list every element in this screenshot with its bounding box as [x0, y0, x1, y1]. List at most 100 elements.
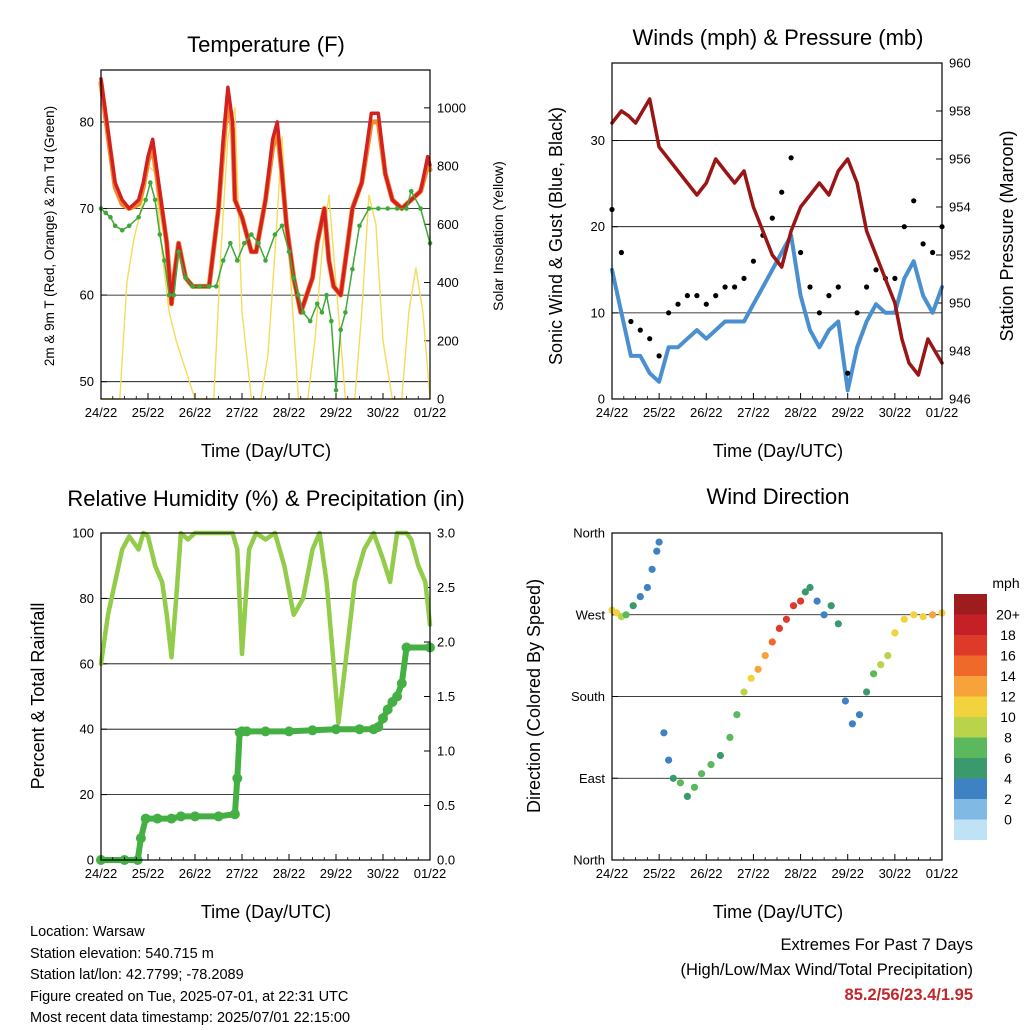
gust-point [798, 249, 804, 256]
legend-swatch [954, 717, 987, 738]
wind-direction-point [834, 620, 842, 628]
direction-ylabel: Direction (Colored By Speed) [524, 579, 544, 813]
legend-label: 4 [1004, 771, 1012, 787]
elevation-text: Station elevation: 540.715 m [30, 945, 214, 962]
rh-xtick-label: 29/22 [320, 866, 353, 881]
dir-xtick-label: 28/22 [784, 866, 817, 881]
gust-point [647, 336, 653, 342]
wind-direction-point [676, 779, 685, 787]
total-rainfall-point [190, 811, 200, 822]
legend-swatch [954, 778, 987, 799]
total-rainfall-point [373, 722, 384, 732]
gust-point [750, 258, 757, 264]
temp-2m-line [99, 76, 432, 315]
wind-direction-point [622, 611, 630, 619]
gust-point [930, 249, 936, 256]
wind-direction-point [789, 602, 798, 610]
total-rainfall-line [98, 644, 433, 863]
temp-frame [100, 69, 431, 400]
temp-xtick-label: 27/22 [226, 405, 259, 420]
legend-swatch [954, 737, 987, 758]
wind-ytick-right-label: 950 [949, 296, 971, 311]
wind-title: Winds (mph) & Pressure (mb) [633, 25, 924, 50]
rh-frame [100, 532, 431, 861]
gust-point [656, 353, 662, 359]
total-rainfall-point [232, 773, 243, 784]
rh-xtick-label: 26/22 [179, 866, 212, 881]
total-rainfall-point [354, 724, 365, 735]
wind-plot-area: 0 10 20 30 946 948 950 952 954 956 958 960 24/22 25/2… [591, 56, 971, 421]
gust-point [684, 293, 691, 299]
wind-direction-point [782, 615, 791, 623]
wind-direction-point [806, 583, 814, 592]
wind-right-ylabel: Station Pressure (Maroon) [997, 130, 1017, 341]
temperature-left-ylabel: 2m & 9m T (Red, Orange) & 2m Td (Green) [42, 106, 57, 366]
wind-ytick-label: 20 [591, 219, 605, 234]
wind-direction-point [683, 792, 692, 801]
total-rainfall-point [152, 813, 163, 824]
gust-point [854, 310, 860, 316]
wind-direction-point [761, 652, 769, 660]
speed-legend: mph 20+ 18 16 14 12 10 8 6 4 2 0 [954, 575, 1020, 840]
wind-ytick-right-label: 956 [949, 152, 971, 167]
wind-direction-point [665, 756, 673, 764]
legend-swatch [954, 819, 987, 840]
station-info: Location: Warsaw Station elevation: 540.… [30, 922, 350, 1030]
temp-xtick-label: 30/22 [367, 405, 400, 420]
gust-point [732, 284, 738, 290]
direction-xlabel: Time (Day/UTC) [713, 902, 843, 922]
legend-swatch [954, 799, 987, 820]
wind-direction-point [716, 751, 725, 760]
wind-direction-point [919, 613, 927, 621]
gust-point [713, 293, 719, 299]
gust-point [769, 215, 775, 221]
wind-direction-point [768, 638, 776, 646]
wind-direction-point [655, 538, 663, 546]
gust-point [779, 189, 785, 195]
wind-ytick-right-label: 952 [949, 248, 971, 263]
wind-direction-point [643, 583, 652, 592]
humidity-left-ylabel: Percent & Total Rainfall [28, 603, 48, 790]
gust-point [892, 275, 898, 281]
wind-xtick-label: 27/22 [737, 405, 770, 420]
temp-xtick-label: 29/22 [320, 405, 353, 420]
wind-direction-point [707, 761, 715, 769]
wind-xtick-label: 24/22 [596, 405, 629, 420]
legend-label: 20+ [996, 607, 1020, 623]
location-text: Location: Warsaw [30, 924, 145, 940]
gust-point [864, 284, 870, 290]
legend-swatch [954, 635, 987, 656]
legend-label: 10 [1000, 709, 1016, 725]
legend-label: 16 [1000, 648, 1016, 664]
temp-ytick-right-label: 200 [437, 333, 459, 348]
temp-ytick-right-label: 0 [437, 392, 444, 407]
dir-ytick-label: East [579, 771, 605, 786]
dir-xtick-label: 29/22 [831, 866, 864, 881]
gust-point [835, 284, 841, 290]
rh-xtick-label: 28/22 [273, 866, 306, 881]
dir-xtick-label: 27/22 [737, 866, 770, 881]
total-rainfall-point [392, 691, 403, 702]
legend-swatch [954, 758, 987, 779]
dir-frame [611, 532, 943, 861]
wind-direction-point [827, 602, 835, 610]
dewpoint-line [100, 181, 431, 392]
gust-point [618, 249, 625, 256]
total-rainfall-point [331, 724, 341, 735]
rh-ytick-right-label: 2.0 [437, 635, 455, 650]
extremes-box: Extremes For Past 7 Days (High/Low/Max W… [680, 933, 973, 1008]
legend-swatch [954, 696, 987, 717]
dir-xtick-label: 01/22 [926, 866, 959, 881]
dir-xtick-label: 24/22 [596, 866, 629, 881]
humidity-plot-area: 0 20 40 60 80 100 0.0 0.5 1.0 1.5 2.0 2.5 3.0 24/22 25… [72, 526, 455, 882]
rh-ytick-right-label: 1.5 [437, 689, 455, 704]
rh-ytick-right-label: 0.0 [437, 853, 455, 868]
wind-direction-point [636, 593, 644, 601]
rh-ytick-right-label: 1.0 [437, 744, 455, 759]
temp-ytick-right-label: 400 [437, 275, 459, 290]
legend-swatch [954, 594, 987, 615]
total-rainfall-point [229, 809, 240, 820]
legend-title: mph [992, 575, 1019, 591]
wind-direction-point [648, 565, 656, 573]
